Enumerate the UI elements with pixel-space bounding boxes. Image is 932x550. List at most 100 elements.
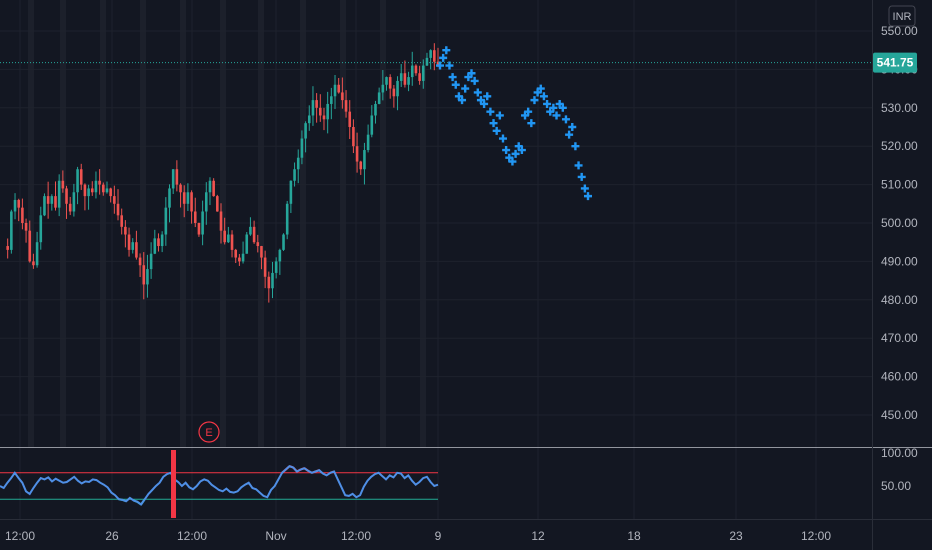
- candles-series: [6, 43, 440, 303]
- candle-body: [249, 226, 252, 235]
- forecast-point: [568, 123, 577, 131]
- candle-body: [28, 230, 32, 262]
- candle-body: [197, 223, 201, 235]
- forecast-point: [439, 53, 448, 62]
- price-tick-label: 490.00: [881, 254, 918, 268]
- candle-body: [94, 180, 98, 193]
- candle-body: [182, 192, 186, 204]
- time-tick-label: 12:00: [177, 529, 207, 543]
- forecast-point: [524, 107, 533, 116]
- time-axis[interactable]: 12:00 26 12:00 Nov 12:00 9 12 18 23 12:00: [5, 529, 831, 543]
- candle-body: [296, 157, 300, 170]
- price-tick-label: 470.00: [881, 331, 918, 345]
- forecast-point: [552, 111, 561, 120]
- candle-body: [219, 211, 223, 231]
- candle-body: [13, 199, 17, 212]
- candle-body: [307, 115, 311, 124]
- candle-body: [146, 269, 149, 285]
- forecast-series: [436, 46, 592, 201]
- candle-body: [355, 146, 359, 162]
- candle-body: [282, 234, 285, 250]
- forecast-point: [486, 107, 495, 116]
- candle-body: [113, 196, 116, 204]
- rsi-earnings-marker-bar: [171, 450, 176, 518]
- candle-body: [260, 246, 263, 258]
- candle-body: [190, 192, 193, 212]
- candle-body: [102, 184, 105, 193]
- candle-body: [90, 188, 94, 193]
- candle-body: [326, 103, 329, 120]
- forecast-point: [467, 69, 476, 78]
- forecast-point: [561, 115, 570, 124]
- forecast-point: [458, 96, 467, 105]
- candle-body: [429, 50, 432, 58]
- currency-badge[interactable]: INR: [888, 5, 916, 27]
- candle-body: [359, 161, 363, 170]
- forecast-point: [461, 84, 470, 93]
- earnings-circle-icon: [198, 421, 220, 443]
- earnings-marker[interactable]: E: [198, 421, 220, 443]
- forecast-point: [483, 92, 492, 101]
- candle-body: [278, 249, 282, 262]
- candle-body: [425, 57, 429, 66]
- candle-body: [319, 107, 322, 116]
- candle-body: [230, 234, 234, 250]
- candle-body: [116, 203, 120, 216]
- horizontal-grid: [0, 30, 872, 416]
- forecast-point: [577, 172, 586, 181]
- candle-body: [186, 192, 190, 204]
- time-tick-label: Nov: [265, 529, 286, 543]
- price-axis[interactable]: 550.00540.00530.00520.00510.00500.00490.…: [872, 0, 919, 550]
- price-tick-label: 530.00: [881, 101, 918, 115]
- price-tick-label: 510.00: [881, 178, 918, 192]
- candle-body: [300, 138, 304, 158]
- candle-body: [79, 169, 83, 185]
- forecast-point: [470, 76, 479, 85]
- price-tick-label: 460.00: [881, 370, 918, 384]
- forecast-point: [442, 46, 451, 55]
- candle-body: [414, 65, 418, 74]
- candle-body: [344, 100, 348, 112]
- rsi-axis[interactable]: 100.00 50.00: [881, 446, 918, 493]
- candle-body: [252, 226, 256, 243]
- candle-body: [160, 234, 164, 247]
- candle-body: [138, 257, 142, 266]
- candle-body: [201, 211, 204, 235]
- price-tick-label: 500.00: [881, 216, 918, 230]
- candle-body: [120, 215, 123, 227]
- candle-body: [39, 215, 43, 243]
- time-tick-label: 18: [627, 529, 641, 543]
- candle-body: [10, 211, 13, 250]
- price-tick-label: 550.00: [881, 24, 918, 38]
- forecast-point: [498, 134, 507, 143]
- candle-body: [238, 257, 241, 262]
- candle-body: [98, 180, 101, 185]
- candle-body: [109, 188, 112, 197]
- candle-body: [227, 234, 230, 243]
- candle-body: [311, 100, 315, 116]
- forecast-point: [473, 88, 482, 97]
- time-tick-label: 9: [435, 529, 442, 543]
- candle-body: [87, 188, 90, 197]
- earnings-label: E: [205, 427, 212, 439]
- currency-label: INR: [893, 11, 912, 23]
- candle-body: [403, 73, 407, 85]
- price-tick-label: 450.00: [881, 408, 918, 422]
- candle-body: [57, 180, 61, 208]
- candle-body: [223, 230, 226, 243]
- candle-body: [24, 223, 28, 231]
- candle-body: [142, 265, 146, 285]
- candle-body: [35, 242, 39, 266]
- candle-body: [68, 203, 72, 212]
- candle-body: [76, 169, 79, 193]
- candle-body: [381, 84, 385, 93]
- candle-body: [274, 261, 278, 273]
- rsi-pane: [0, 450, 439, 518]
- candle-body: [267, 276, 271, 289]
- price-tick-label: 520.00: [881, 139, 918, 153]
- time-tick-label: 12:00: [801, 529, 831, 543]
- candle-body: [46, 196, 50, 204]
- candle-body: [256, 242, 260, 247]
- candle-body: [61, 180, 65, 189]
